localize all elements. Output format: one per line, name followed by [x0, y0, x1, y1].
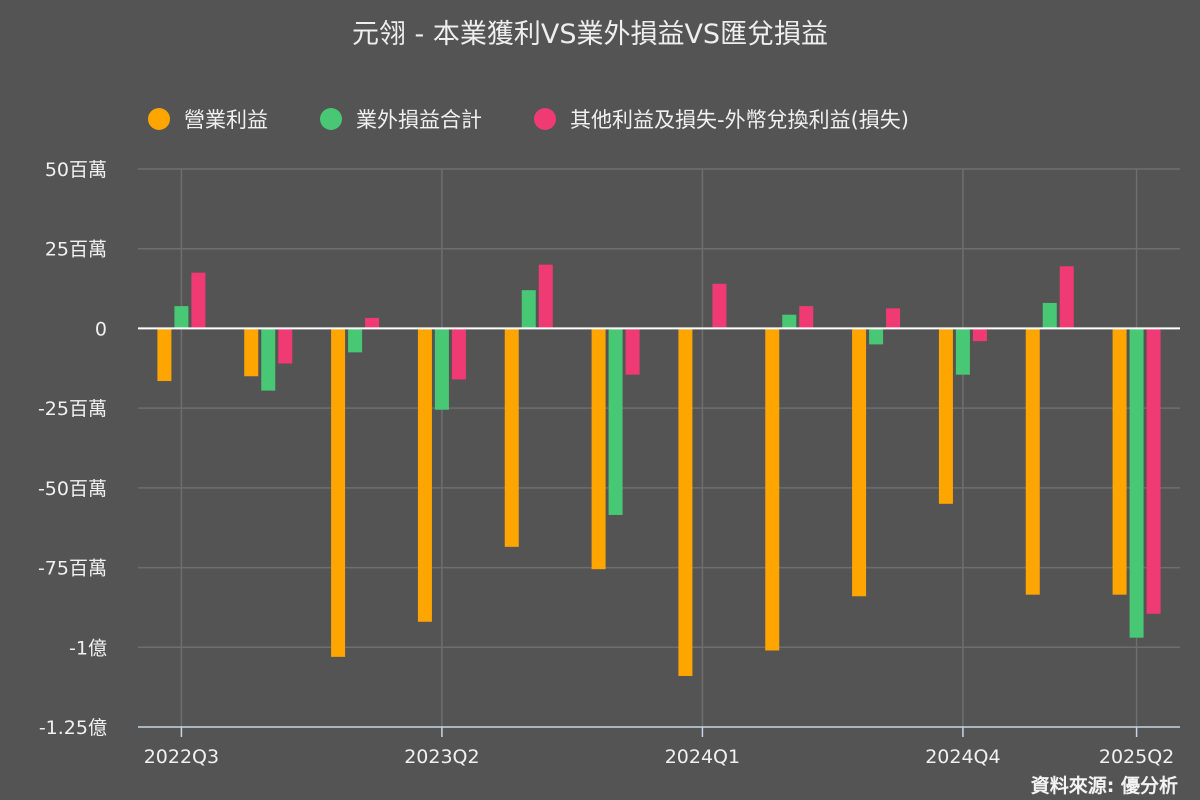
- source-note: 資料來源: 優分析: [1030, 775, 1178, 797]
- bar-fx-gain-loss-2022Q4: [278, 328, 293, 364]
- bar-non-operating-total-2025Q2: [1129, 328, 1144, 638]
- legend-marker-icon: [320, 108, 342, 130]
- bar-fx-gain-loss-2024Q3: [886, 308, 901, 329]
- y-tick-label: -1億: [69, 637, 107, 659]
- legend-label: 其他利益及損失-外幣兌換利益(損失): [570, 108, 909, 132]
- bar-non-operating-total-2023Q4: [608, 328, 623, 515]
- bar-fx-gain-loss-2024Q1: [712, 283, 727, 329]
- bar-non-operating-total-2022Q4: [261, 328, 276, 391]
- bar-non-operating-total-2024Q2: [782, 314, 797, 329]
- x-tick-label: 2024Q4: [925, 746, 1000, 768]
- legend-marker-icon: [148, 108, 170, 130]
- x-tick-label: 2022Q3: [144, 746, 219, 768]
- legend-item-non-operating-total[interactable]: 業外損益合計: [320, 104, 482, 134]
- bar-operating-income-2023Q1: [331, 328, 346, 657]
- legend: 營業利益 業外損益合計 其他利益及損失-外幣兌換利益(損失): [148, 104, 961, 134]
- bar-fx-gain-loss-2022Q3: [191, 272, 206, 329]
- bar-non-operating-total-2023Q1: [348, 328, 363, 353]
- bar-non-operating-total-2025Q1: [1042, 302, 1057, 329]
- y-tick-label: -25百萬: [38, 398, 107, 420]
- bar-fx-gain-loss-2023Q4: [625, 328, 640, 375]
- x-tick-label: 2023Q2: [404, 746, 479, 768]
- bar-non-operating-total-2023Q3: [521, 290, 536, 329]
- legend-marker-icon: [534, 108, 556, 130]
- bar-operating-income-2024Q1: [678, 328, 693, 676]
- legend-label: 業外損益合計: [356, 108, 482, 132]
- bar-non-operating-total-2022Q3: [174, 306, 189, 329]
- bar-fx-gain-loss-2024Q2: [799, 306, 814, 329]
- bar-operating-income-2024Q4: [938, 328, 953, 504]
- bar-operating-income-2025Q1: [1025, 328, 1040, 595]
- bar-fx-gain-loss-2025Q1: [1059, 266, 1074, 329]
- bar-operating-income-2023Q3: [504, 328, 519, 547]
- y-tick-label: -1.25億: [39, 717, 107, 739]
- bar-operating-income-2023Q4: [591, 328, 606, 570]
- legend-label: 營業利益: [184, 108, 268, 132]
- legend-item-operating-income[interactable]: 營業利益: [148, 104, 268, 134]
- chart-title: 元翎 - 本業獲利VS業外損益VS匯兌損益: [351, 19, 829, 50]
- x-tick-label: 2025Q2: [1099, 746, 1174, 768]
- bar-operating-income-2024Q2: [765, 328, 780, 651]
- bar-operating-income-2022Q3: [157, 328, 172, 382]
- bar-non-operating-total-2024Q3: [869, 328, 884, 345]
- bar-fx-gain-loss-2025Q2: [1146, 328, 1161, 614]
- bar-operating-income-2023Q2: [417, 328, 432, 622]
- bar-non-operating-total-2024Q4: [955, 328, 970, 375]
- y-tick-label: -50百萬: [38, 478, 107, 500]
- y-tick-label: -75百萬: [38, 558, 107, 580]
- bar-operating-income-2022Q4: [244, 328, 259, 377]
- bar-operating-income-2024Q3: [852, 328, 867, 597]
- bar-non-operating-total-2023Q2: [434, 328, 449, 410]
- y-tick-label: 25百萬: [45, 239, 107, 261]
- bar-fx-gain-loss-2023Q2: [451, 328, 466, 380]
- bar-fx-gain-loss-2023Q1: [365, 317, 380, 329]
- bar-operating-income-2025Q2: [1112, 328, 1127, 595]
- y-tick-label: 50百萬: [45, 159, 107, 181]
- legend-item-fx-gain-loss[interactable]: 其他利益及損失-外幣兌換利益(損失): [534, 104, 909, 134]
- bar-fx-gain-loss-2024Q4: [972, 328, 987, 342]
- bar-fx-gain-loss-2023Q3: [538, 264, 553, 329]
- y-tick-label: 0: [95, 318, 107, 340]
- x-tick-label: 2024Q1: [665, 746, 740, 768]
